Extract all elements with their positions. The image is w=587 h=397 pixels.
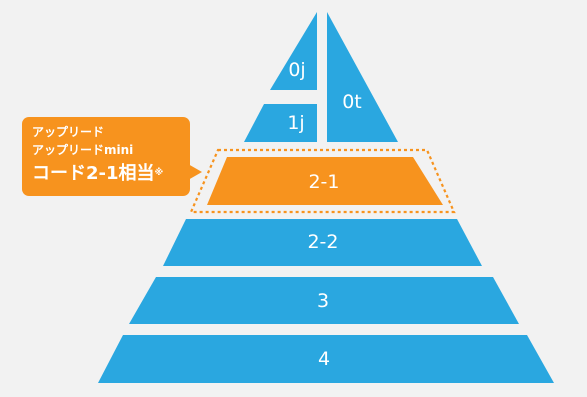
label-4: 4 <box>318 348 330 370</box>
label-0j: 0j <box>288 59 305 81</box>
note-mark: ※ <box>155 168 164 178</box>
label-2-1: 2-1 <box>308 171 339 193</box>
callout-pointer <box>188 164 202 180</box>
layer-1j <box>244 104 317 142</box>
label-3: 3 <box>317 290 329 312</box>
callout-line-appread: アップリード <box>32 123 180 141</box>
label-1j: 1j <box>287 112 304 134</box>
callout-line-appread-mini: アップリードmini <box>32 141 180 159</box>
layer-0t <box>327 12 398 142</box>
label-0t: 0t <box>342 91 362 113</box>
callout-main: コード2-1相当※ <box>32 163 180 185</box>
label-2-2: 2-2 <box>307 231 338 253</box>
callout-main-text: コード2-1相当 <box>32 163 155 184</box>
callout-box: アップリード アップリードmini コード2-1相当※ <box>22 117 190 196</box>
